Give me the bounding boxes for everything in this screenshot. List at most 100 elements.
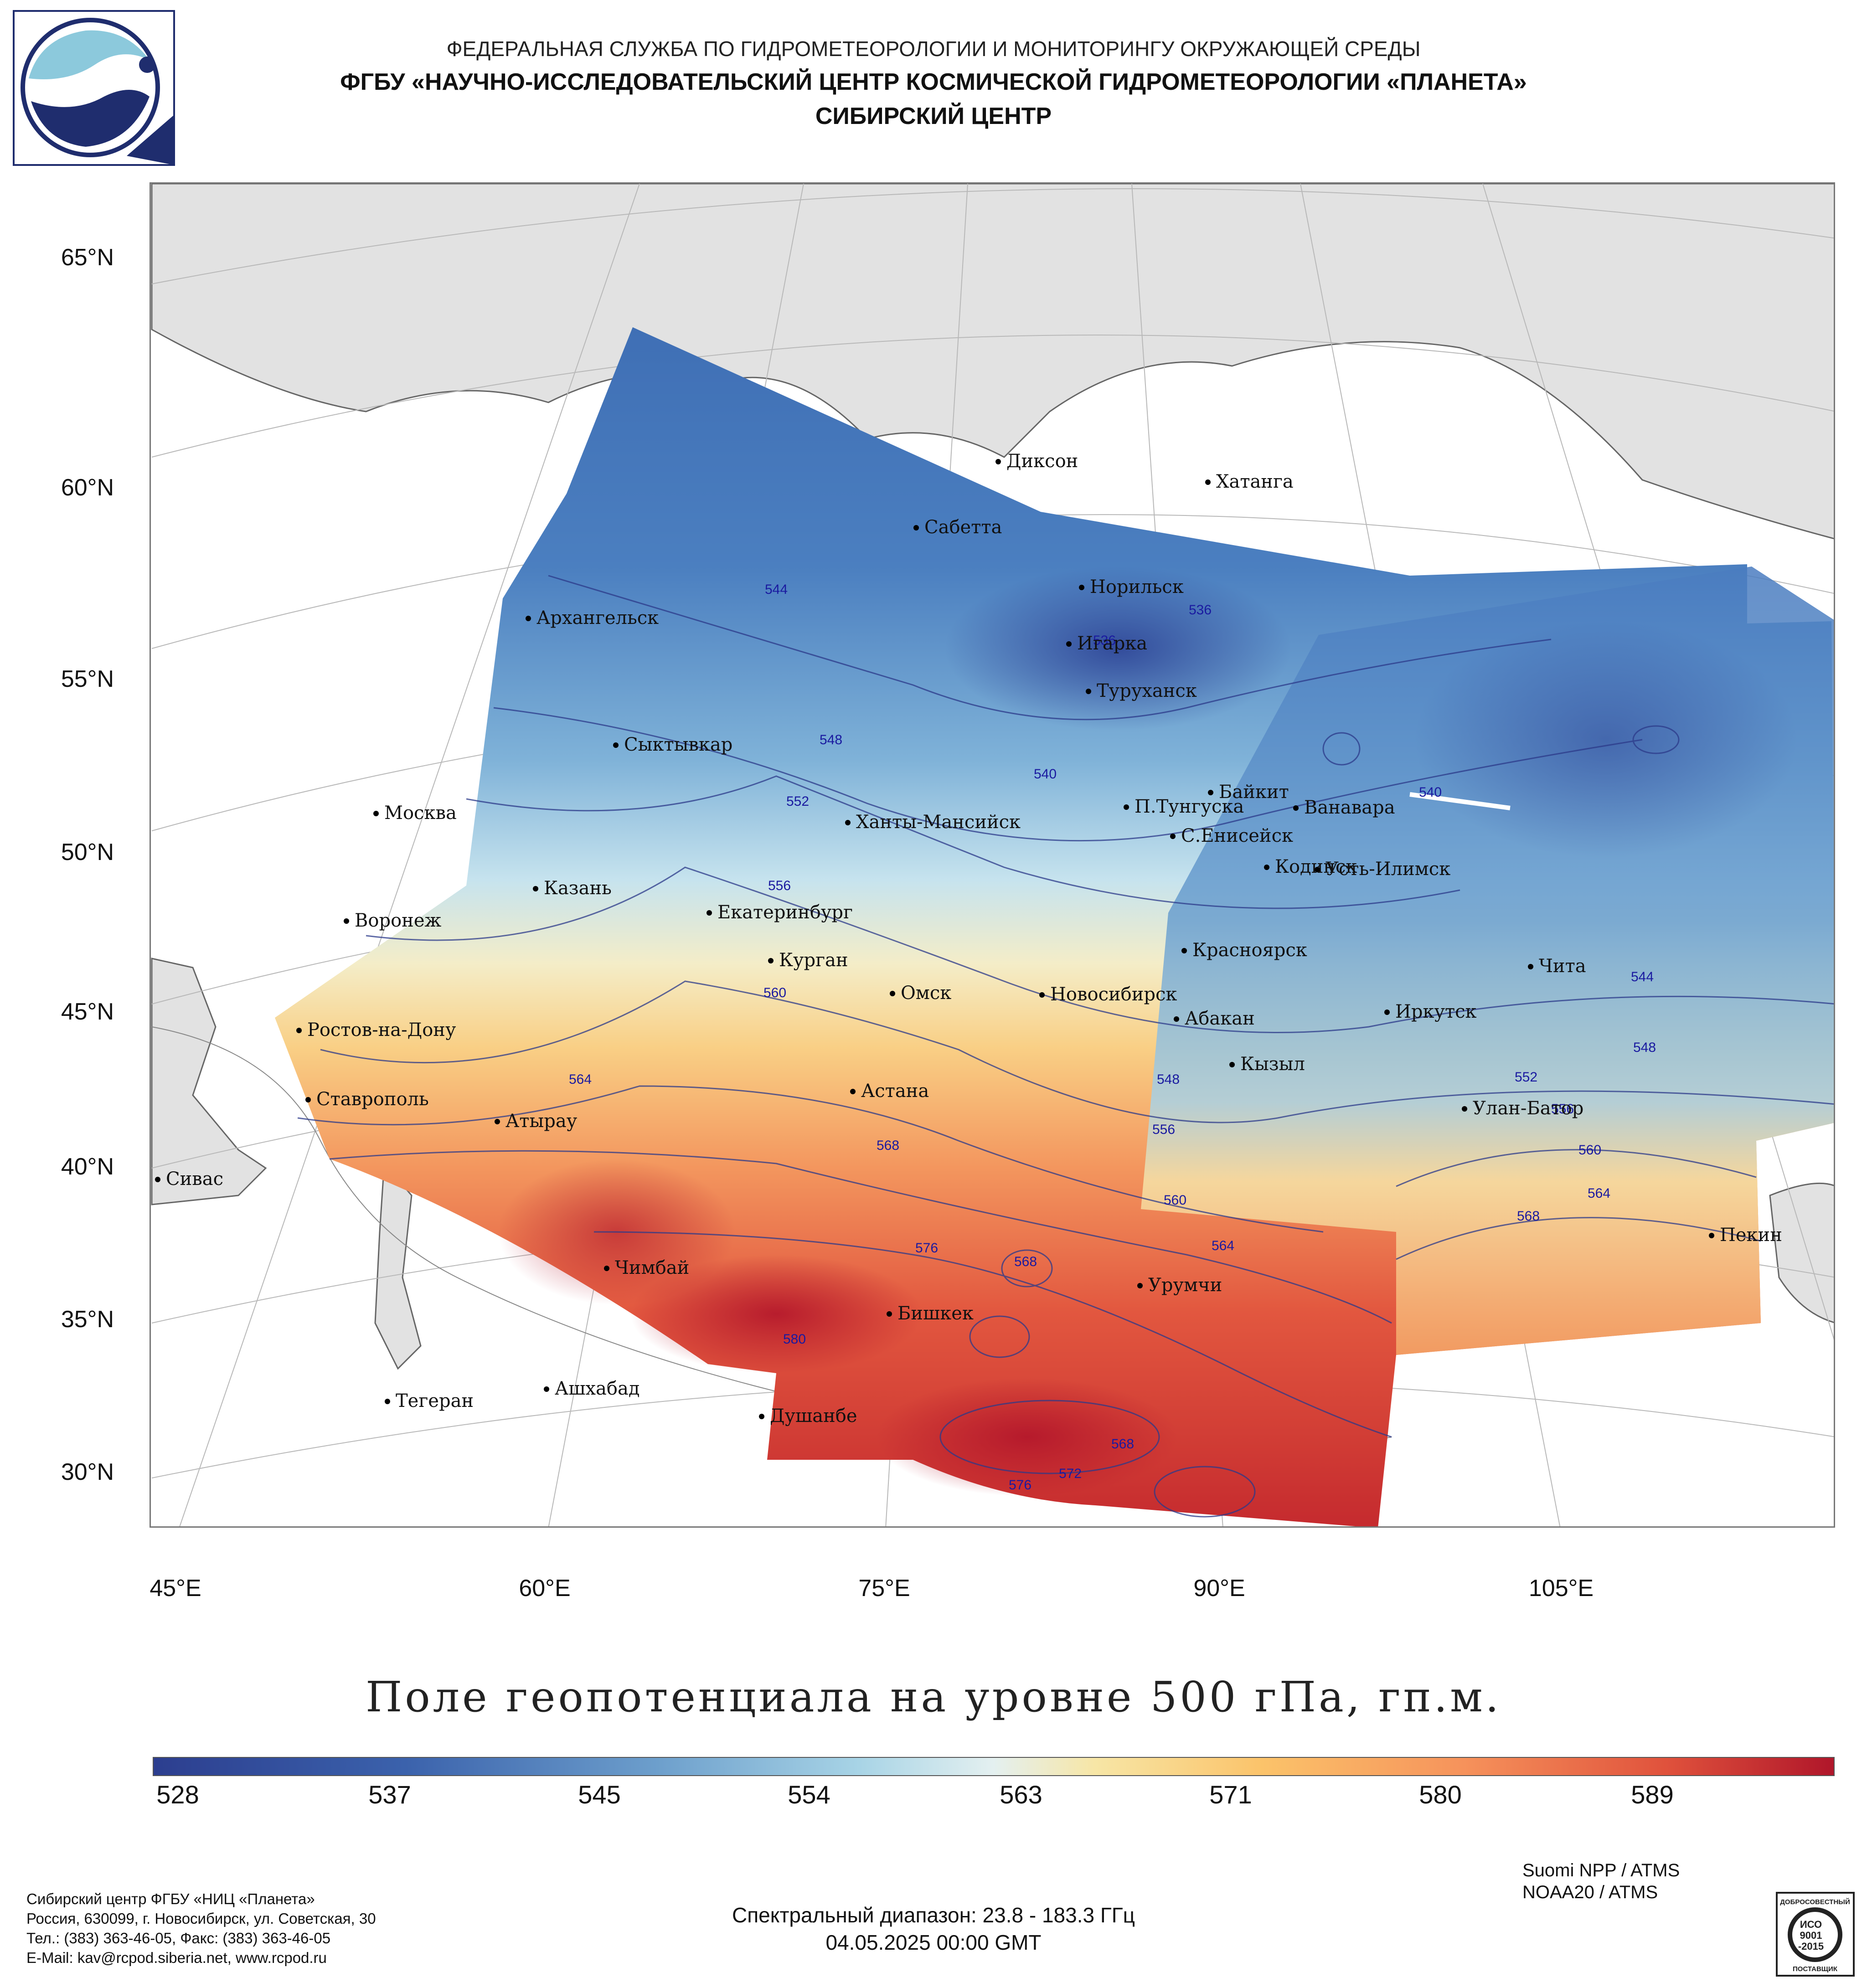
svg-text:Чита: Чита bbox=[1539, 956, 1586, 977]
svg-text:Душанбе: Душанбе bbox=[770, 1406, 857, 1427]
city-chimbay: Чимбай bbox=[604, 1257, 689, 1278]
city-tegeran: Тегеран bbox=[385, 1391, 474, 1411]
city-kodinsk: Кодинск bbox=[1264, 856, 1357, 877]
city-pekin: Пекин bbox=[1709, 1225, 1782, 1246]
isoline-label: 564 bbox=[1212, 1238, 1234, 1253]
svg-text:Байкит: Байкит bbox=[1219, 782, 1289, 803]
svg-text:Красноярск: Красноярск bbox=[1192, 940, 1307, 961]
svg-text:Чимбай: Чимбай bbox=[615, 1257, 689, 1278]
colorbar-tick: 528 bbox=[156, 1780, 199, 1809]
isoline-label: 560 bbox=[763, 985, 786, 1000]
lon-label: 90°E bbox=[1193, 1575, 1245, 1602]
svg-text:Ставрополь: Ставрополь bbox=[316, 1089, 429, 1110]
svg-text:Омск: Омск bbox=[901, 983, 951, 1004]
svg-text:Кодинск: Кодинск bbox=[1275, 856, 1357, 877]
svg-text:Москва: Москва bbox=[384, 803, 457, 824]
land-masses bbox=[151, 184, 1834, 1370]
lat-label: 65°N bbox=[61, 244, 114, 271]
map-title: Поле геопотенциала на уровне 500 гПа, гп… bbox=[366, 1673, 1501, 1721]
agency-logo bbox=[13, 10, 175, 166]
city-rostov-na-donu: Ростов-на-Дону bbox=[296, 1020, 456, 1040]
city-norilsk: Норильск bbox=[1079, 577, 1184, 597]
city-markers: Диксон Хатанга Сабетта Норильск Игарка Т… bbox=[155, 451, 1782, 1427]
svg-text:ИСО: ИСО bbox=[1800, 1919, 1822, 1930]
address-line: E-Mail: kav@rcpod.siberia.net, www.rcpod… bbox=[26, 1949, 327, 1966]
address-line: Тел.: (383) 363-46-05, Факс: (383) 363-4… bbox=[26, 1930, 331, 1947]
lat-label: 50°N bbox=[61, 839, 114, 865]
city-arkhangelsk: Архангельск bbox=[526, 608, 659, 628]
satellite-line: Suomi NPP / ATMS bbox=[1522, 1860, 1680, 1880]
satellite-line: NOAA20 / ATMS bbox=[1522, 1882, 1658, 1902]
city-moskva: Москва bbox=[373, 803, 457, 824]
colorbar-tick: 537 bbox=[368, 1780, 411, 1809]
svg-text:Тегеран: Тегеран bbox=[396, 1391, 474, 1411]
svg-text:Курган: Курган bbox=[779, 950, 848, 971]
isoline-label: 568 bbox=[877, 1138, 899, 1153]
isoline-label: 564 bbox=[569, 1072, 592, 1087]
lon-label: 105°E bbox=[1528, 1575, 1594, 1602]
isoline-label: 560 bbox=[1578, 1143, 1601, 1158]
address-line: Россия, 630099, г. Новосибирск, ул. Сове… bbox=[26, 1910, 376, 1927]
city-kurgan: Курган bbox=[768, 950, 848, 971]
isoline-label: 568 bbox=[1517, 1209, 1540, 1224]
city-kazan: Казань bbox=[533, 878, 612, 899]
svg-text:Сивас: Сивас bbox=[166, 1169, 223, 1190]
svg-text:Норильск: Норильск bbox=[1090, 577, 1184, 597]
lat-label: 55°N bbox=[61, 666, 114, 692]
city-voronezh: Воронеж bbox=[344, 910, 441, 931]
isoline-label: 548 bbox=[820, 732, 842, 747]
city-baykit: Байкит bbox=[1208, 782, 1289, 803]
city-turukhansk: Туруханск bbox=[1086, 680, 1197, 701]
city-yekaterinburg: Екатеринбург bbox=[707, 902, 853, 923]
svg-text:Архангельск: Архангельск bbox=[536, 608, 659, 628]
isoline-label: 548 bbox=[1633, 1040, 1656, 1055]
isoline-label: 560 bbox=[1164, 1193, 1186, 1208]
svg-text:Новосибирск: Новосибирск bbox=[1050, 984, 1177, 1005]
city-khatanga: Хатанга bbox=[1205, 471, 1294, 492]
header-center: СИБИРСКИЙ ЦЕНТР bbox=[815, 103, 1052, 129]
svg-text:Казань: Казань bbox=[544, 878, 612, 899]
isoline-labels: 544 536 536 548 552 540 540 556 560 564 … bbox=[569, 582, 1656, 1493]
svg-text:ПОСТАВЩИК: ПОСТАВЩИК bbox=[1793, 1965, 1838, 1973]
svg-text:Астана: Астана bbox=[861, 1081, 929, 1102]
colorbar-tick: 554 bbox=[788, 1780, 830, 1809]
svg-text:Игарка: Игарка bbox=[1077, 633, 1147, 654]
city-krasnoyarsk: Красноярск bbox=[1181, 940, 1307, 961]
isoline-label: 536 bbox=[1189, 603, 1212, 618]
spectral-range: Спектральный диапазон: 23.8 - 183.3 ГГц bbox=[732, 1903, 1135, 1927]
lat-label: 45°N bbox=[61, 999, 114, 1025]
city-irkutsk: Иркутск bbox=[1384, 1001, 1477, 1022]
colorbar bbox=[153, 1757, 1835, 1776]
lon-label: 60°E bbox=[519, 1575, 571, 1602]
iso-certification-badge: ДОБРОСОВЕСТНЫЙ ИСО 9001 -2015 ПОСТАВЩИК bbox=[1776, 1892, 1855, 1977]
city-s-yeniseysk: С.Енисейск bbox=[1170, 825, 1293, 846]
geopotential-map: 544 536 536 548 552 540 540 556 560 564 … bbox=[151, 184, 1834, 1526]
datetime: 04.05.2025 00:00 GMT bbox=[825, 1931, 1042, 1954]
city-dikson: Диксон bbox=[995, 451, 1078, 472]
svg-text:Абакан: Абакан bbox=[1185, 1008, 1255, 1029]
isolines bbox=[297, 575, 1834, 1518]
svg-text:Улан-Батор: Улан-Батор bbox=[1473, 1098, 1583, 1119]
isoline-label: 552 bbox=[786, 794, 809, 809]
header-agency: ФЕДЕРАЛЬНАЯ СЛУЖБА ПО ГИДРОМЕТЕОРОЛОГИИ … bbox=[446, 37, 1421, 61]
lat-label: 35°N bbox=[61, 1306, 114, 1333]
city-stavropol: Ставрополь bbox=[305, 1089, 429, 1110]
city-ust-ilimsk: Усть-Илимск bbox=[1315, 859, 1450, 880]
svg-text:Хатанга: Хатанга bbox=[1216, 471, 1294, 492]
lat-label: 40°N bbox=[61, 1154, 114, 1180]
svg-text:П.Тунгуска: П.Тунгуска bbox=[1135, 796, 1244, 817]
svg-text:9001: 9001 bbox=[1800, 1930, 1822, 1941]
geopotential-field bbox=[275, 327, 1834, 1526]
address-line: Сибирский центр ФГБУ «НИЦ «Планета» bbox=[26, 1890, 315, 1907]
colorbar-tick: 580 bbox=[1419, 1780, 1462, 1809]
isoline-label: 544 bbox=[765, 582, 788, 597]
svg-text:Ашхабад: Ашхабад bbox=[555, 1378, 640, 1399]
colorbar-tick: 571 bbox=[1209, 1780, 1252, 1809]
city-urumchi: Урумчи bbox=[1137, 1275, 1222, 1296]
svg-text:Ванавара: Ванавара bbox=[1304, 797, 1395, 818]
svg-text:Иркутск: Иркутск bbox=[1395, 1001, 1477, 1022]
city-ulan-bator: Улан-Батор bbox=[1462, 1098, 1583, 1119]
isoline-label: 576 bbox=[1009, 1478, 1031, 1493]
city-igarka: Игарка bbox=[1066, 633, 1147, 654]
svg-text:Атырау: Атырау bbox=[505, 1111, 578, 1132]
